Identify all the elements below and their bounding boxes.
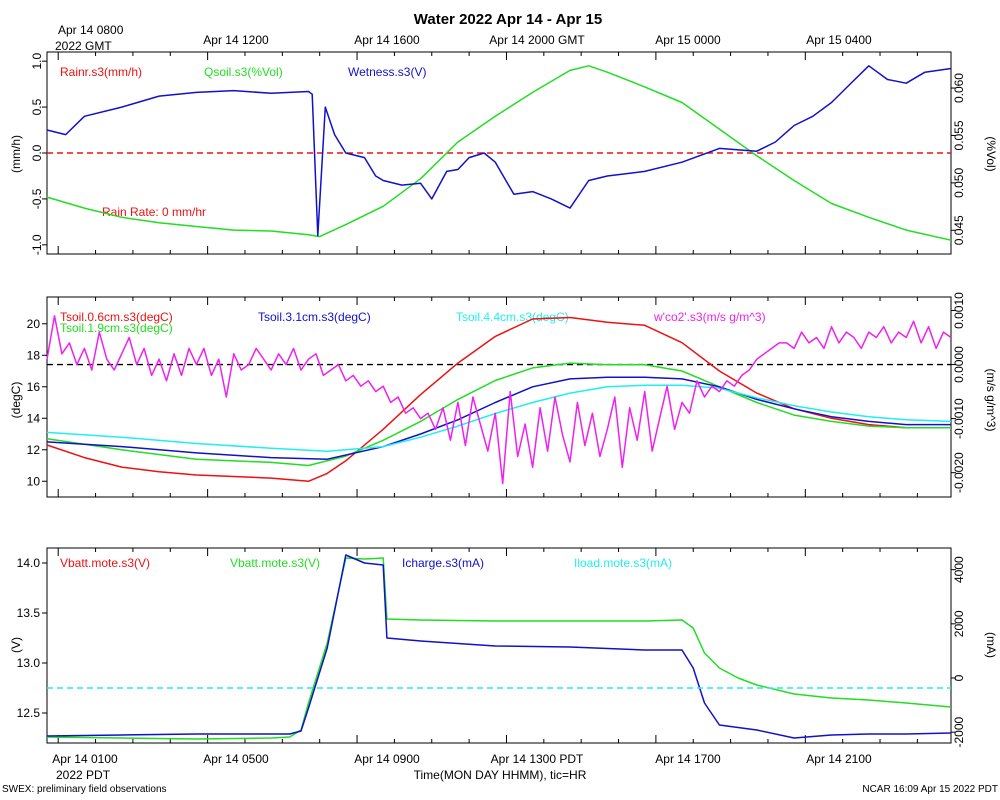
right-tick-label: 0.060 (952, 73, 966, 103)
pdt-time-axis: Apr 14 0100 Apr 14 0500 Apr 14 0900 Apr … (52, 752, 872, 782)
left-tick-label: 16 (27, 380, 41, 394)
left-tick-label: -0.5 (30, 188, 44, 209)
series-line-tsoil-0-6cm-s3-degc (46, 316, 951, 483)
gmt-label: Apr 14 2000 GMT (489, 33, 585, 47)
left-axis-label: (degC) (9, 382, 23, 419)
right-axis-label: (%Vol) (984, 136, 998, 171)
pdt-label: Apr 14 1300 PDT (491, 752, 584, 766)
left-tick-label: 1.0 (30, 53, 44, 70)
legend-vbatt-red: Vbatt.mote.s3(V) (60, 556, 150, 570)
legend-wetness: Wetness.s3(V) (348, 65, 426, 79)
legend-rain-rate: Rainr.s3(mm/h) (60, 65, 142, 79)
legend-tsoil-1-9cm: Tsoil.1.9cm.s3(degC) (60, 321, 173, 335)
series-line-qsoil-s3-vol (46, 65, 952, 241)
right-tick-label: -2000 (952, 717, 966, 748)
left-axis-label: (mm/h) (9, 135, 23, 173)
plot-frame (46, 547, 952, 744)
left-axis-label: (V) (9, 637, 23, 653)
legend-iload: Iload.mote.s3(mA) (574, 556, 672, 570)
series-line-w-co2-s3-m-s-g-m-3 (46, 315, 952, 485)
legend-tsoil-3-1cm: Tsoil.3.1cm.s3(degC) (258, 310, 371, 324)
right-axis-label: (mA) (984, 632, 998, 658)
series-line-wetness-s3-v (46, 65, 952, 237)
left-tick-label: 13.0 (17, 656, 41, 670)
gmt-label: Apr 14 1200 (203, 33, 269, 47)
left-tick-label: 0.5 (30, 98, 44, 115)
series-line-icharge-s3-ma (46, 554, 952, 739)
series-line-tsoil-4-4cm-s3-degc (46, 384, 952, 453)
right-tick-label: 0.055 (952, 120, 966, 150)
right-axis-label: (m/s g/m^3) (984, 369, 998, 432)
left-tick-label: 14.0 (17, 556, 41, 570)
water-panel: Rainr.s3(mm/h) Qsoil.s3(%Vol) Wetness.s3… (9, 51, 998, 255)
legend-soil-moisture: Qsoil.s3(%Vol) (204, 65, 283, 79)
plot-frame (46, 296, 952, 498)
gmt-first-label-line1: Apr 14 0800 (58, 23, 124, 37)
right-tick-label: 2000 (952, 610, 966, 637)
rain-rate-annotation: Rain Rate: 0 mm/hr (102, 205, 206, 219)
right-tick-label: 0.0000 (952, 346, 966, 383)
pdt-label: Apr 14 0500 (203, 752, 269, 766)
legend-vbatt-green: Vbatt.mote.s3(V) (230, 556, 320, 570)
legend-co2-flux: w'co2'.s3(m/s g/m^3) (653, 310, 766, 324)
left-tick-label: 18 (27, 348, 41, 362)
pdt-label: Apr 14 0100 (52, 752, 118, 766)
gmt-label: Apr 14 1600 (354, 33, 420, 47)
battery-panel: Vbatt.mote.s3(V) Vbatt.mote.s3(V) Icharg… (9, 547, 998, 748)
gmt-time-axis: Apr 14 0800 2022 GMT Apr 14 1200 Apr 14 … (55, 23, 872, 53)
left-tick-label: -1.0 (30, 234, 44, 255)
pdt-label: Apr 14 1700 (655, 752, 721, 766)
footer-right: NCAR 16:09 Apr 15 2022 PDT (862, 784, 998, 795)
right-tick-label: 0.050 (952, 168, 966, 198)
series-line-tsoil-3-1cm-s3-degc (46, 376, 951, 460)
right-tick-label: 4000 (952, 556, 966, 583)
legend-icharge: Icharge.s3(mA) (402, 556, 484, 570)
pdt-year-label: 2022 PDT (56, 768, 111, 782)
gmt-first-label-line2: 2022 GMT (55, 39, 112, 53)
temperature-panel: Tsoil.0.6cm.s3(degC) Tsoil.1.9cm.s3(degC… (9, 292, 998, 498)
figure-title: Water 2022 Apr 14 - Apr 15 (414, 11, 602, 28)
left-tick-label: 10 (27, 474, 41, 488)
legend-tsoil-4-4cm: Tsoil.4.4cm.s3(degC) (456, 310, 569, 324)
left-tick-label: 12 (27, 443, 41, 457)
series-line-tsoil-1-9cm-s3-degc (46, 362, 951, 467)
right-tick-label: -0.0010 (952, 398, 966, 439)
left-tick-label: 12.5 (17, 706, 41, 720)
left-tick-label: 0.0 (30, 144, 44, 161)
right-tick-label: 0.0010 (952, 292, 966, 329)
right-tick-label: 0 (952, 674, 966, 681)
pdt-label: Apr 14 0900 (354, 752, 420, 766)
x-axis-title: Time(MON DAY HHMM), tic=HR (414, 768, 587, 782)
pdt-label: Apr 14 2100 (806, 752, 872, 766)
series-line-vbatt-mote-s3-v (46, 557, 952, 740)
left-tick-label: 13.5 (17, 606, 41, 620)
left-tick-label: 20 (27, 317, 41, 331)
legend-tsoil-0-6cm: Tsoil.0.6cm.s3(degC) (60, 310, 173, 324)
gmt-label: Apr 15 0400 (806, 33, 872, 47)
right-tick-label: -0.0020 (952, 452, 966, 493)
footer-left: SWEX: preliminary field observations (2, 784, 167, 795)
right-tick-label: 0.045 (952, 215, 966, 245)
left-tick-label: 14 (27, 411, 41, 425)
gmt-label: Apr 15 0000 (655, 33, 721, 47)
